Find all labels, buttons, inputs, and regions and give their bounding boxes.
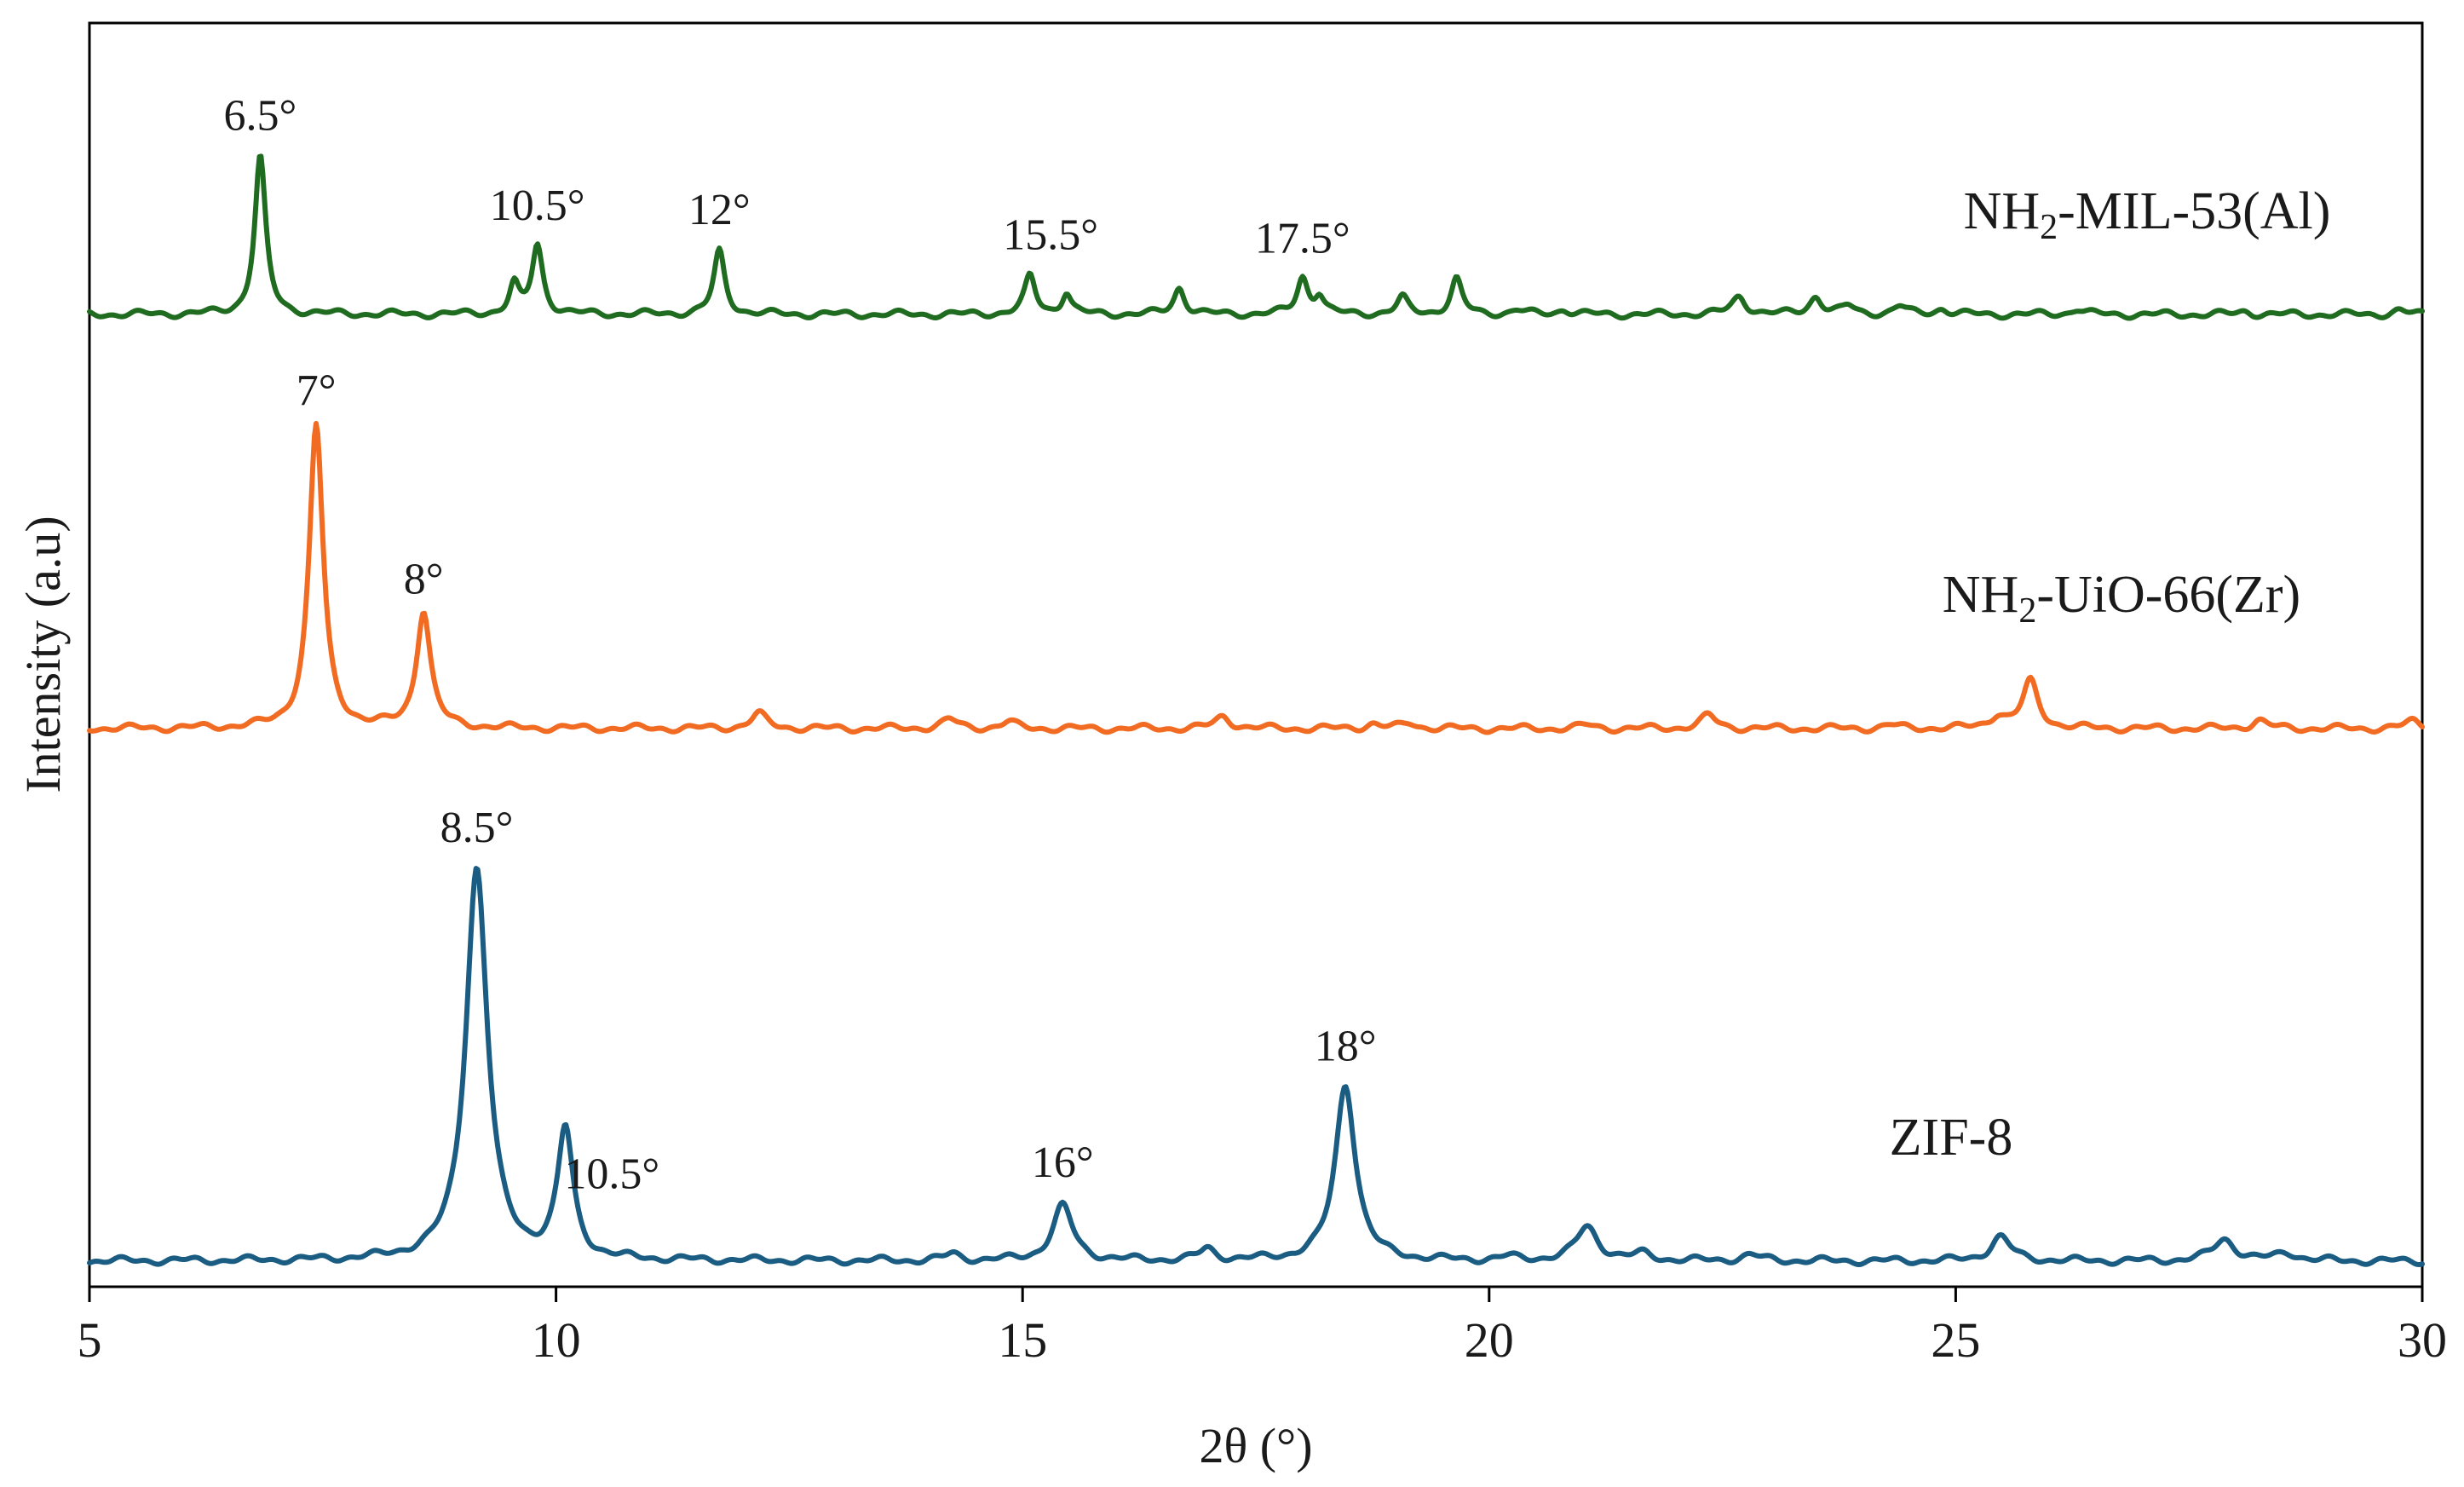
x-tick-label: 25 bbox=[1931, 1312, 1980, 1368]
x-tick-label: 20 bbox=[1465, 1312, 1514, 1368]
series-line-3 bbox=[87, 866, 2425, 1267]
peak-annotation: 7° bbox=[296, 366, 337, 415]
peak-annotation: 16° bbox=[1032, 1138, 1094, 1187]
peak-annotation: 18° bbox=[1315, 1023, 1377, 1071]
x-tick-label: 5 bbox=[78, 1312, 102, 1368]
peak-annotation: 10.5° bbox=[490, 182, 585, 230]
peak-annotation: 17.5° bbox=[1255, 214, 1350, 262]
series-label-3: ZIF-8 bbox=[1890, 1109, 2013, 1167]
series-label-2: NH2-UiO-66(Zr) bbox=[1943, 566, 2300, 631]
peak-annotation: 8.5° bbox=[440, 804, 514, 852]
x-axis-label: 2θ (°) bbox=[1199, 1418, 1312, 1473]
peak-annotation: 10.5° bbox=[564, 1150, 659, 1199]
x-tick-label: 15 bbox=[998, 1312, 1047, 1368]
series-label-1: NH2-MIL-53(Al) bbox=[1964, 182, 2331, 247]
series-line-2 bbox=[87, 421, 2425, 735]
peak-annotation: 6.5° bbox=[224, 92, 297, 141]
plot-area-frame bbox=[88, 21, 2424, 1288]
y-axis-label: Intensity (a.u) bbox=[15, 516, 71, 792]
annotation-layer: 6.5° 10.5° 12° 15.5° 17.5° 7° 8° 8.5° 10.5° 16° 18… bbox=[224, 92, 1377, 1199]
x-tick-label: 30 bbox=[2398, 1312, 2447, 1368]
peak-annotation: 15.5° bbox=[1003, 210, 1098, 259]
x-axis: 5 10 15 20 25 30 bbox=[78, 1287, 2447, 1368]
series-layer bbox=[87, 153, 2425, 1267]
x-tick-label: 10 bbox=[532, 1312, 581, 1368]
peak-annotation: 8° bbox=[404, 556, 444, 604]
series-label-layer: NH2-MIL-53(Al) NH2-UiO-66(Zr) ZIF-8 bbox=[1890, 182, 2331, 1167]
series-line-1 bbox=[87, 153, 2425, 321]
peak-annotation: 12° bbox=[688, 186, 751, 234]
